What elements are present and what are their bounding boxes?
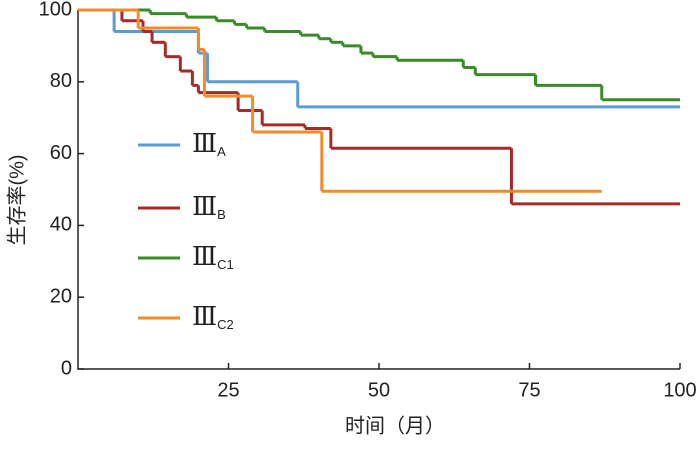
y-tick-label: 0: [61, 357, 72, 379]
y-tick-label: 20: [50, 285, 72, 307]
x-tick-label: 100: [663, 379, 696, 401]
legend-label: ⅢC2: [192, 302, 234, 332]
legend-label: ⅢB: [192, 192, 226, 222]
legend-label: ⅢC1: [192, 242, 234, 272]
y-tick-label: 80: [50, 70, 72, 92]
y-axis-label: 生存率(%): [5, 154, 28, 245]
x-axis-label: 时间（月）: [345, 414, 445, 437]
axes: [77, 10, 680, 370]
y-tick-label: 40: [50, 214, 72, 236]
legend-label: ⅢA: [192, 129, 226, 159]
x-tick-label: 75: [518, 379, 540, 401]
y-tick-label: 60: [50, 142, 72, 164]
y-tick-label: 100: [39, 0, 72, 20]
x-tick-label: 25: [217, 379, 239, 401]
x-tick-label: 50: [368, 379, 390, 401]
